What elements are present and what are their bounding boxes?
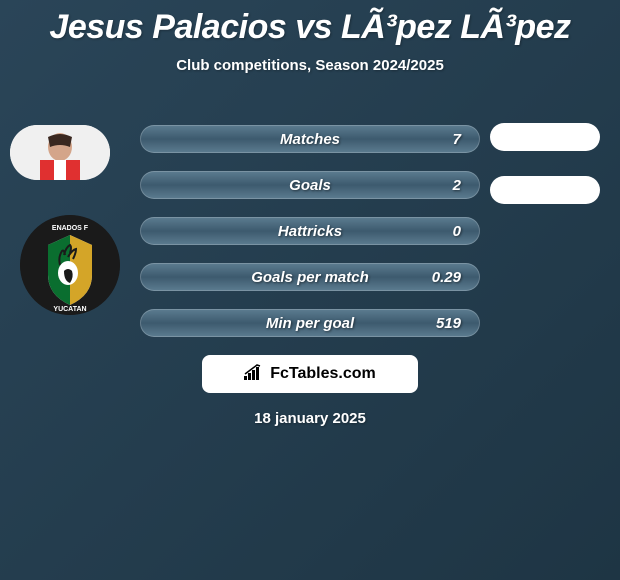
stat-value: 0 xyxy=(453,223,461,240)
stat-value: 7 xyxy=(453,131,461,148)
svg-text:YUCATAN: YUCATAN xyxy=(53,306,86,313)
comparison-pill xyxy=(490,123,600,151)
stat-value: 2 xyxy=(453,177,461,194)
chart-icon xyxy=(244,364,264,385)
stat-row-hattricks: Hattricks 0 xyxy=(140,217,480,245)
stat-label: Matches xyxy=(159,131,461,148)
stat-row-min-per-goal: Min per goal 519 xyxy=(140,309,480,337)
stat-row-goals-per-match: Goals per match 0.29 xyxy=(140,263,480,291)
stat-label: Goals per match xyxy=(159,269,461,286)
svg-text:ENADOS F: ENADOS F xyxy=(52,225,89,232)
club-badge: ENADOS F YUCATAN xyxy=(20,215,120,315)
player-avatar xyxy=(10,125,110,180)
stats-container: Matches 7 Goals 2 Hattricks 0 Goals per … xyxy=(140,125,480,355)
stat-row-goals: Goals 2 xyxy=(140,171,480,199)
stat-label: Hattricks xyxy=(159,223,461,240)
subtitle: Club competitions, Season 2024/2025 xyxy=(0,57,620,74)
page-title: Jesus Palacios vs LÃ³pez LÃ³pez xyxy=(0,0,620,47)
stat-row-matches: Matches 7 xyxy=(140,125,480,153)
brand-text: FcTables.com xyxy=(270,365,376,383)
comparison-pill xyxy=(490,176,600,204)
stat-value: 0.29 xyxy=(432,269,461,286)
date-text: 18 january 2025 xyxy=(0,410,620,427)
stat-value: 519 xyxy=(436,315,461,332)
brand-box[interactable]: FcTables.com xyxy=(202,355,418,393)
stat-label: Goals xyxy=(159,177,461,194)
comparison-pills xyxy=(490,123,600,229)
stat-label: Min per goal xyxy=(159,315,461,332)
